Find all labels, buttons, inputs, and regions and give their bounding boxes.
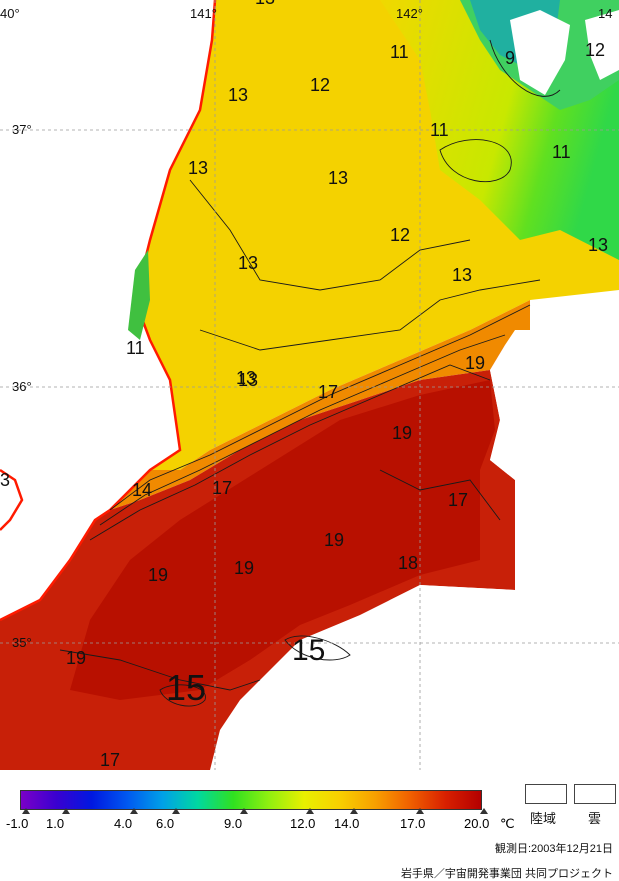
isotherm [439, 139, 512, 183]
cloud-area [260, 585, 619, 770]
color-bar-tick-label: 4.0 [114, 816, 133, 831]
cloud-patch [585, 10, 619, 80]
contour-label: 15 [166, 667, 206, 708]
isotherm [199, 279, 541, 351]
contour-label: 11 [390, 42, 409, 62]
lat-label: 35° [12, 635, 32, 650]
land-swatch-label: 陸域 [530, 811, 557, 826]
cloud-area [490, 330, 619, 590]
contour-label: 13 [328, 168, 348, 188]
isotherm [59, 649, 261, 691]
deep-red-core [70, 380, 495, 700]
isotherm [284, 635, 351, 661]
color-bar-tick-mark [416, 808, 424, 814]
isotherm [89, 364, 491, 541]
contour-label: 13 [228, 85, 248, 105]
lon-label: 14 [598, 6, 612, 21]
contour-label: 13 [255, 0, 275, 8]
isotherm [489, 39, 561, 97]
color-bar-tick-mark [22, 808, 30, 814]
coastline [0, 0, 217, 622]
cloud-swatch-label: 雲 [588, 811, 602, 826]
contour-label: 13 [236, 368, 256, 388]
contour-label: 19 [148, 565, 168, 585]
coastal-cool-strip [128, 250, 150, 340]
cloud-swatch [574, 784, 616, 804]
color-bar-ticks: -1.0 1.0 4.0 6.0 9.0 12.0 14.0 17.0 20.0 [6, 808, 500, 840]
color-bar-tick-mark [172, 808, 180, 814]
contour-label: 18 [398, 553, 418, 573]
sea-surface-temperature-map: 40° 141° 142° 14 37° 36° 35° 13 11 9 12 13 12… [0, 0, 619, 770]
color-bar [20, 790, 482, 810]
unit-label: ℃ [500, 816, 515, 831]
contour-label: 14 [132, 480, 152, 500]
graticule [0, 0, 619, 770]
coastline-boso [0, 468, 24, 531]
lon-label: 40° [0, 6, 20, 21]
contour-label: 11 [126, 338, 145, 358]
contour-label: 15 [292, 634, 325, 667]
color-bar-tick-label: 1.0 [46, 816, 65, 831]
cloud-patch [510, 10, 570, 95]
color-bar-tick-mark [480, 808, 488, 814]
contour-label: 13 [238, 253, 258, 273]
observation-date: 観測日:2003年12月21日 [495, 843, 613, 855]
isotherm [379, 469, 501, 521]
contour-label: 13 [188, 158, 208, 178]
credit-line: 岩手県／宇宙開発事業団 共同プロジェクト [400, 868, 613, 880]
contour-label: 13 [238, 370, 258, 390]
lat-label: 36° [12, 379, 32, 394]
color-bar-tick-label: -1.0 [6, 816, 29, 831]
isotherm [189, 179, 471, 291]
contour-label: 12 [390, 225, 410, 245]
contour-label: 17 [100, 750, 120, 770]
color-bar-tick-label: 12.0 [290, 816, 316, 831]
color-bar-tick-label: 14.0 [334, 816, 360, 831]
contour-label: 11 [430, 120, 449, 140]
contour-label: 11 [552, 142, 571, 162]
land-honshu [0, 0, 215, 620]
contour-label: 19 [465, 353, 485, 373]
isotherm [99, 334, 506, 526]
contour-labels: 1311912131211111313121313131311131917191… [0, 0, 608, 770]
isotherm [109, 304, 531, 511]
isotherm [159, 684, 206, 707]
color-bar-tick-label: 6.0 [156, 816, 175, 831]
lon-label: 142° [396, 6, 423, 21]
color-bar-tick-label: 17.0 [400, 816, 426, 831]
color-bar-tick-mark [130, 808, 138, 814]
contour-label: 12 [310, 75, 330, 95]
land-swatch [525, 784, 567, 804]
contour-label: 17 [448, 490, 468, 510]
color-bar-tick-mark [240, 808, 248, 814]
contour-label: 19 [234, 558, 254, 578]
contour-label: 17 [212, 478, 232, 498]
contour-label: 17 [318, 382, 338, 402]
contour-label: 13 [452, 265, 472, 285]
lon-label: 141° [190, 6, 217, 21]
contour-label: 12 [585, 40, 605, 60]
legend: -1.0 1.0 4.0 6.0 9.0 12.0 14.0 17.0 20.0 ℃ 陸域 雲 … [0, 770, 619, 881]
color-bar-tick-label: 20.0 [464, 816, 490, 831]
contour-label: 19 [324, 530, 344, 550]
contour-label: 19 [66, 648, 86, 668]
contour-label: 3 [0, 470, 10, 490]
contour-label: 13 [588, 235, 608, 255]
color-bar-tick-label: 9.0 [224, 816, 243, 831]
lat-label: 37° [12, 122, 32, 137]
contour-label: 19 [392, 423, 412, 443]
color-bar-tick-mark [350, 808, 358, 814]
color-bar-tick-mark [306, 808, 314, 814]
color-bar-tick-mark [62, 808, 70, 814]
contour-label: 9 [505, 48, 515, 68]
